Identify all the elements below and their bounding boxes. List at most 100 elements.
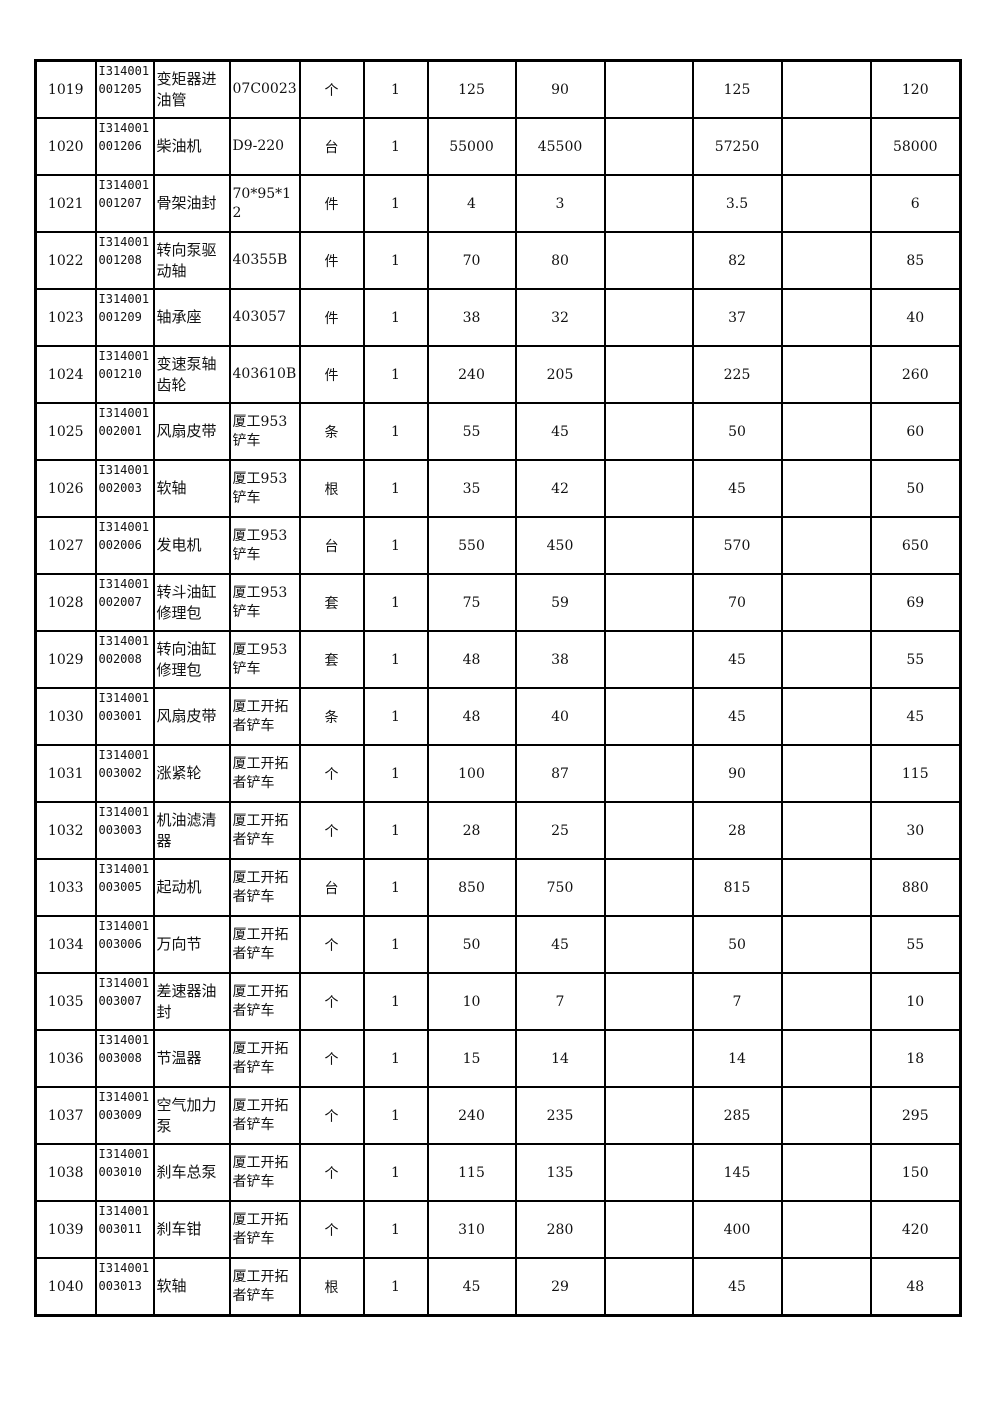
table-row: 1028 I314001002007 转斗油缸修理包 厦工953铲车套 1 75 59 70 6… [34, 573, 962, 632]
price-2-cell: 135 [514, 1143, 606, 1202]
quantity-cell: 1 [362, 1200, 429, 1259]
price-5-cell [780, 630, 872, 689]
item-name-cell: 万向节 [152, 915, 231, 974]
item-code-cell: I314001003007 [94, 972, 155, 1031]
unit-cell: 个 [298, 972, 365, 1031]
table-row: 1029 I314001002008 转向油缸修理包 厦工953铲车套 1 48 38 45 5… [34, 630, 962, 689]
unit-cell: 套 [298, 630, 365, 689]
price-5-cell [780, 117, 872, 176]
price-2-cell: 87 [514, 744, 606, 803]
item-code-cell: I314001003001 [94, 687, 155, 746]
item-spec: 厦工开拓者铲车 [232, 698, 289, 734]
price-2-cell: 14 [514, 1029, 606, 1088]
price-6-cell: 650 [869, 516, 962, 575]
price-2-cell: 450 [514, 516, 606, 575]
row-number-cell: 1026 [34, 459, 97, 518]
item-code-cell: I314001003003 [94, 801, 155, 860]
quantity-cell: 1 [362, 858, 429, 917]
price-4-cell: 45 [691, 459, 783, 518]
item-spec: 厦工开拓者铲车 [232, 755, 289, 791]
row-number-cell: 1039 [34, 1200, 97, 1259]
price-3-cell [603, 915, 694, 974]
item-spec: 厦工开拓者铲车 [232, 1040, 289, 1076]
item-name-cell: 风扇皮带 [152, 687, 231, 746]
price-5-cell [780, 744, 872, 803]
item-spec-cell: 403610B [228, 345, 301, 404]
table-row: 1026 I314001002003 软轴 厦工953铲车根 1 35 42 45 50 [34, 459, 962, 518]
table-row: 1025 I314001002001 风扇皮带 厦工953铲车条 1 55 45 50 60 [34, 402, 962, 461]
item-spec: 厦工开拓者铲车 [232, 983, 289, 1019]
price-4-cell: 14 [691, 1029, 783, 1088]
table-row: 1021 I314001001207 骨架油封 70*95*12 件 1 4 3 3.5 6 [34, 174, 962, 233]
item-name-cell: 软轴 [152, 1257, 231, 1317]
item-code-cell: I314001002006 [94, 516, 155, 575]
item-code-cell: I314001001206 [94, 117, 155, 176]
quantity-cell: 1 [362, 915, 429, 974]
quantity-cell: 1 [362, 1257, 429, 1317]
price-5-cell [780, 402, 872, 461]
price-1-cell: 310 [426, 1200, 517, 1259]
item-code-cell: I314001002007 [94, 573, 155, 632]
price-6-cell: 115 [869, 744, 962, 803]
price-6-cell: 30 [869, 801, 962, 860]
price-3-cell [603, 630, 694, 689]
row-number-cell: 1022 [34, 231, 97, 290]
item-name-cell: 刹车钳 [152, 1200, 231, 1259]
price-6-cell: 69 [869, 573, 962, 632]
table-row: 1022 I314001001208 转向泵驱动轴 40355B 件 1 70 80 82 85 [34, 231, 962, 290]
price-5-cell [780, 573, 872, 632]
item-spec: 厦工953铲车 [232, 527, 288, 563]
price-3-cell [603, 288, 694, 347]
row-number-cell: 1033 [34, 858, 97, 917]
item-code-cell: I314001001210 [94, 345, 155, 404]
row-number-cell: 1032 [34, 801, 97, 860]
table-row: 1037 I314001003009 空气加力泵 厦工开拓者铲车个 1 240 235 285… [34, 1086, 962, 1145]
item-code-cell: I314001003002 [94, 744, 155, 803]
table-row: 1023 I314001001209 轴承座 403057 件 1 38 32 37 40 [34, 288, 962, 347]
price-2-cell: 205 [514, 345, 606, 404]
item-name-cell: 骨架油封 [152, 174, 231, 233]
item-name-cell: 柴油机 [152, 117, 231, 176]
price-5-cell [780, 1143, 872, 1202]
unit-cell: 个 [298, 1143, 365, 1202]
item-code-cell: I314001001208 [94, 231, 155, 290]
table-row: 1035 I314001003007 差速器油封 厦工开拓者铲车个 1 10 7 7 10 [34, 972, 962, 1031]
price-3-cell [603, 459, 694, 518]
row-number-cell: 1037 [34, 1086, 97, 1145]
item-code-cell: I314001003013 [94, 1257, 155, 1317]
price-6-cell: 420 [869, 1200, 962, 1259]
parts-price-table: 1019 I314001001205 变矩器进油管 07C0023 个 1 125 90 125… [34, 59, 962, 1317]
unit-cell: 个 [298, 1200, 365, 1259]
table-row: 1036 I314001003008 节温器 厦工开拓者铲车个 1 15 14 14 18 [34, 1029, 962, 1088]
price-1-cell: 4 [426, 174, 517, 233]
price-3-cell [603, 516, 694, 575]
price-6-cell: 10 [869, 972, 962, 1031]
price-1-cell: 28 [426, 801, 517, 860]
price-1-cell: 70 [426, 231, 517, 290]
price-1-cell: 38 [426, 288, 517, 347]
price-5-cell [780, 1086, 872, 1145]
price-6-cell: 880 [869, 858, 962, 917]
price-6-cell: 18 [869, 1029, 962, 1088]
price-6-cell: 48 [869, 1257, 962, 1317]
price-3-cell [603, 858, 694, 917]
price-4-cell: 37 [691, 288, 783, 347]
unit-cell: 条 [298, 402, 365, 461]
price-4-cell: 815 [691, 858, 783, 917]
price-2-cell: 235 [514, 1086, 606, 1145]
item-code-cell: I314001002001 [94, 402, 155, 461]
price-2-cell: 59 [514, 573, 606, 632]
table-row: 1019 I314001001205 变矩器进油管 07C0023 个 1 125 90 125… [34, 59, 962, 119]
price-2-cell: 38 [514, 630, 606, 689]
price-4-cell: 90 [691, 744, 783, 803]
price-3-cell [603, 231, 694, 290]
item-code-cell: I314001003005 [94, 858, 155, 917]
price-4-cell: 400 [691, 1200, 783, 1259]
price-3-cell [603, 972, 694, 1031]
table-row: 1033 I314001003005 起动机 厦工开拓者铲车台 1 850 750 815 88… [34, 858, 962, 917]
item-name-cell: 变速泵轴齿轮 [152, 345, 231, 404]
price-6-cell: 58000 [869, 117, 962, 176]
price-1-cell: 50 [426, 915, 517, 974]
item-code-cell: I314001002008 [94, 630, 155, 689]
unit-cell: 个 [298, 1086, 365, 1145]
